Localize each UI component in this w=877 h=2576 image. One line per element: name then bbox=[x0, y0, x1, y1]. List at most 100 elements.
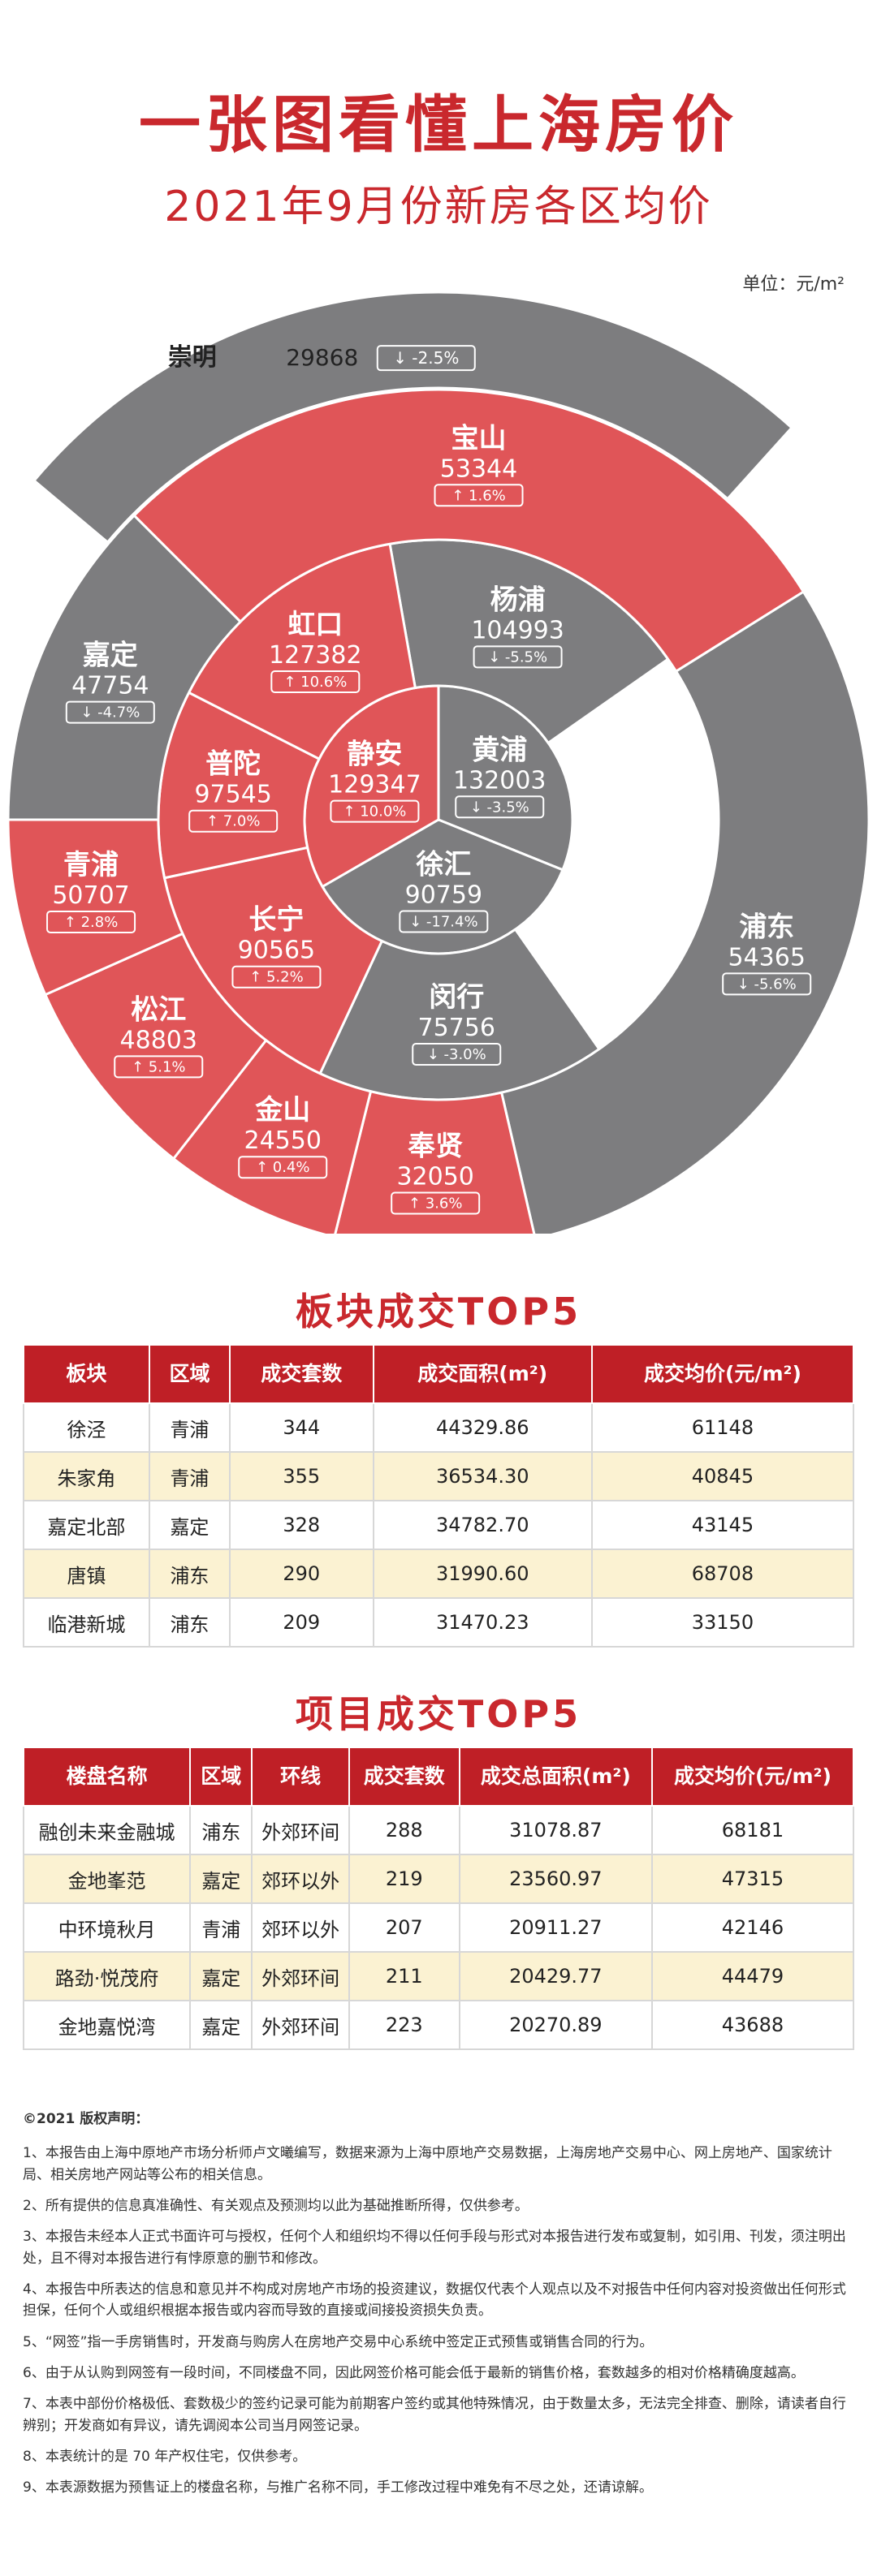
table-cell: 33150 bbox=[590, 1597, 855, 1648]
change-badge-静安 bbox=[330, 799, 420, 823]
table-cell: 36534.30 bbox=[372, 1451, 593, 1501]
note-item: 4、本报告中所表达的信息和意见并不构成对房地产市场的投资建议，数据仅代表个人观点… bbox=[23, 2281, 846, 2320]
change-badge-嘉定 bbox=[65, 700, 155, 724]
table-cell: 嘉定 bbox=[189, 2000, 253, 2050]
change-badge-奉贤 bbox=[391, 1191, 481, 1215]
label-name-崇明: 崇明 bbox=[168, 343, 217, 372]
table-cell: 31078.87 bbox=[458, 1805, 653, 1855]
label-value-杨浦: 104993 bbox=[471, 616, 564, 644]
label-change-青浦: ↑ 2.8% bbox=[64, 914, 119, 931]
label-value-崇明: 29868 bbox=[286, 344, 358, 371]
label-value-黄浦: 132003 bbox=[453, 766, 547, 795]
table-row: 徐泾 青浦 344 44329.86 61148 bbox=[23, 1402, 855, 1453]
table-cell: 徐泾 bbox=[23, 1402, 150, 1453]
column-header: 楼盘名称 bbox=[22, 1747, 192, 1807]
label-name-普陀: 普陀 bbox=[205, 748, 261, 781]
table-cell: 融创未来金融城 bbox=[22, 1805, 192, 1855]
table-cell: 外郊环间 bbox=[251, 2000, 350, 2050]
column-header: 成交套数 bbox=[229, 1344, 374, 1404]
label-name-徐汇: 徐汇 bbox=[415, 849, 471, 881]
table-cell: 郊环以外 bbox=[251, 1902, 350, 1953]
table-row: 金地嘉悦湾 嘉定 外郊环间 223 20270.89 43688 bbox=[22, 2000, 855, 2050]
table-cell: 34782.70 bbox=[372, 1500, 593, 1550]
table-row: 临港新城 浦东 209 31470.23 33150 bbox=[23, 1597, 855, 1648]
change-badge-青浦 bbox=[46, 910, 136, 933]
label-name-闵行: 闵行 bbox=[429, 981, 484, 1014]
change-badge-宝山 bbox=[434, 484, 524, 507]
change-badge-徐汇 bbox=[399, 910, 489, 933]
table-cell: 68708 bbox=[590, 1549, 855, 1599]
table-cell: 郊环以外 bbox=[251, 1854, 350, 1904]
label-name-奉贤: 奉贤 bbox=[408, 1130, 463, 1162]
note-item: 6、由于从认购到网签有一段时间，不同楼盘不同，因此网签价格可能会低于最新的销售价… bbox=[23, 2365, 805, 2382]
table-cell: 路劲·悦茂府 bbox=[22, 1951, 192, 2001]
note-item: 5、“网签”指一手房销售时，开发商与购房人在房地产交易中心系统中签定正式预售或销… bbox=[23, 2333, 654, 2350]
table-cell: 浦东 bbox=[189, 1805, 253, 1855]
table-cell: 20911.27 bbox=[458, 1902, 653, 1953]
table-cell: 31470.23 bbox=[372, 1597, 593, 1648]
table-cell: 外郊环间 bbox=[251, 1805, 350, 1855]
page-subtitle: 2021年9月份新房各区均价 bbox=[164, 183, 713, 231]
table-cell: 青浦 bbox=[148, 1402, 231, 1453]
label-change-徐汇: ↓ -17.4% bbox=[409, 914, 477, 931]
label-value-宝山: 53344 bbox=[440, 454, 517, 483]
label-name-浦东: 浦东 bbox=[739, 911, 794, 943]
label-name-青浦: 青浦 bbox=[63, 849, 119, 881]
label-value-闵行: 75756 bbox=[418, 1014, 495, 1042]
change-badge-杨浦 bbox=[473, 645, 563, 669]
change-badge-普陀 bbox=[188, 809, 279, 833]
disclaimer-notes: ©2021 版权声明： 1、本报告由上海中原地产市场分析师卢文曦编写，数据来源为… bbox=[23, 2109, 854, 2509]
label-value-徐汇: 90759 bbox=[405, 881, 482, 910]
table-cell: 浦东 bbox=[148, 1549, 231, 1599]
label-name-黄浦: 黄浦 bbox=[472, 734, 527, 766]
label-name-宝山: 宝山 bbox=[451, 422, 507, 454]
change-badge-金山 bbox=[238, 1156, 328, 1179]
column-header: 成交均价(元/m²) bbox=[590, 1344, 855, 1404]
table-cell: 223 bbox=[348, 2000, 460, 2050]
table-cell: 68181 bbox=[650, 1805, 855, 1855]
table-cell: 61148 bbox=[590, 1402, 855, 1453]
table-row: 朱家角 青浦 355 36534.30 40845 bbox=[23, 1451, 855, 1501]
note-item: 8、本表统计的是 70 年产权住宅，仅供参考。 bbox=[23, 2449, 307, 2466]
label-change-静安: ↑ 10.0% bbox=[343, 803, 406, 821]
table-cell: 20429.77 bbox=[458, 1951, 653, 2001]
table-row: 中环境秋月 青浦 郊环以外 207 20911.27 42146 bbox=[22, 1902, 855, 1953]
table-cell: 207 bbox=[348, 1902, 460, 1953]
table-cell: 20270.89 bbox=[458, 2000, 653, 2050]
label-value-普陀: 97545 bbox=[194, 781, 271, 809]
label-value-嘉定: 47754 bbox=[71, 672, 149, 700]
label-change-嘉定: ↓ -4.7% bbox=[80, 704, 140, 722]
label-name-长宁: 长宁 bbox=[248, 904, 304, 937]
table-cell: 44329.86 bbox=[372, 1402, 593, 1453]
column-header: 成交面积(m²) bbox=[372, 1344, 593, 1404]
table-cell: 浦东 bbox=[148, 1597, 231, 1648]
label-change-虹口: ↑ 10.6% bbox=[283, 674, 347, 691]
table-row: 唐镇 浦东 290 31990.60 68708 bbox=[23, 1549, 855, 1599]
table-cell: 344 bbox=[229, 1402, 374, 1453]
change-badge-松江 bbox=[114, 1055, 204, 1079]
change-badge-崇明 bbox=[376, 345, 476, 372]
label-change-浦东: ↓ -5.6% bbox=[737, 976, 797, 993]
table-cell: 31990.60 bbox=[372, 1549, 593, 1599]
slice-嘉定 bbox=[6, 514, 243, 821]
label-change-黄浦: ↓ -3.5% bbox=[470, 799, 529, 816]
table-cell: 40845 bbox=[590, 1451, 855, 1501]
table-cell: 唐镇 bbox=[23, 1549, 150, 1599]
table-cell: 嘉定 bbox=[189, 1854, 253, 1904]
column-header: 成交均价(元/m²) bbox=[650, 1747, 855, 1807]
table-cell: 43688 bbox=[650, 2000, 855, 2050]
table-cell: 嘉定 bbox=[189, 1951, 253, 2001]
note-item: 9、本表源数据为预售证上的楼盘名称，与推广名称不同，手工修改过程中难免有不尽之处… bbox=[23, 2479, 653, 2496]
label-name-金山: 金山 bbox=[254, 1094, 310, 1126]
note-item: 1、本报告由上海中原地产市场分析师卢文曦编写，数据来源为上海中原地产交易数据，上… bbox=[23, 2145, 832, 2183]
label-value-松江: 48803 bbox=[120, 1026, 197, 1054]
block-top5-table: 板块 区域 成交套数 成交面积(m²) 成交均价(元/m²) 徐泾 青浦 344 44329.… bbox=[23, 1344, 855, 1648]
label-value-长宁: 90565 bbox=[238, 937, 315, 965]
table-cell: 355 bbox=[229, 1451, 374, 1501]
slice-奉贤 bbox=[334, 1089, 536, 1234]
change-badge-闵行 bbox=[412, 1043, 502, 1066]
table-cell: 328 bbox=[229, 1500, 374, 1550]
note-item: 3、本报告未经本人正式书面许可与授权，任何个人和组织均不得以任何手段与形式对本报… bbox=[23, 2229, 846, 2267]
column-header: 环线 bbox=[251, 1747, 350, 1807]
label-change-普陀: ↑ 7.0% bbox=[206, 813, 261, 830]
